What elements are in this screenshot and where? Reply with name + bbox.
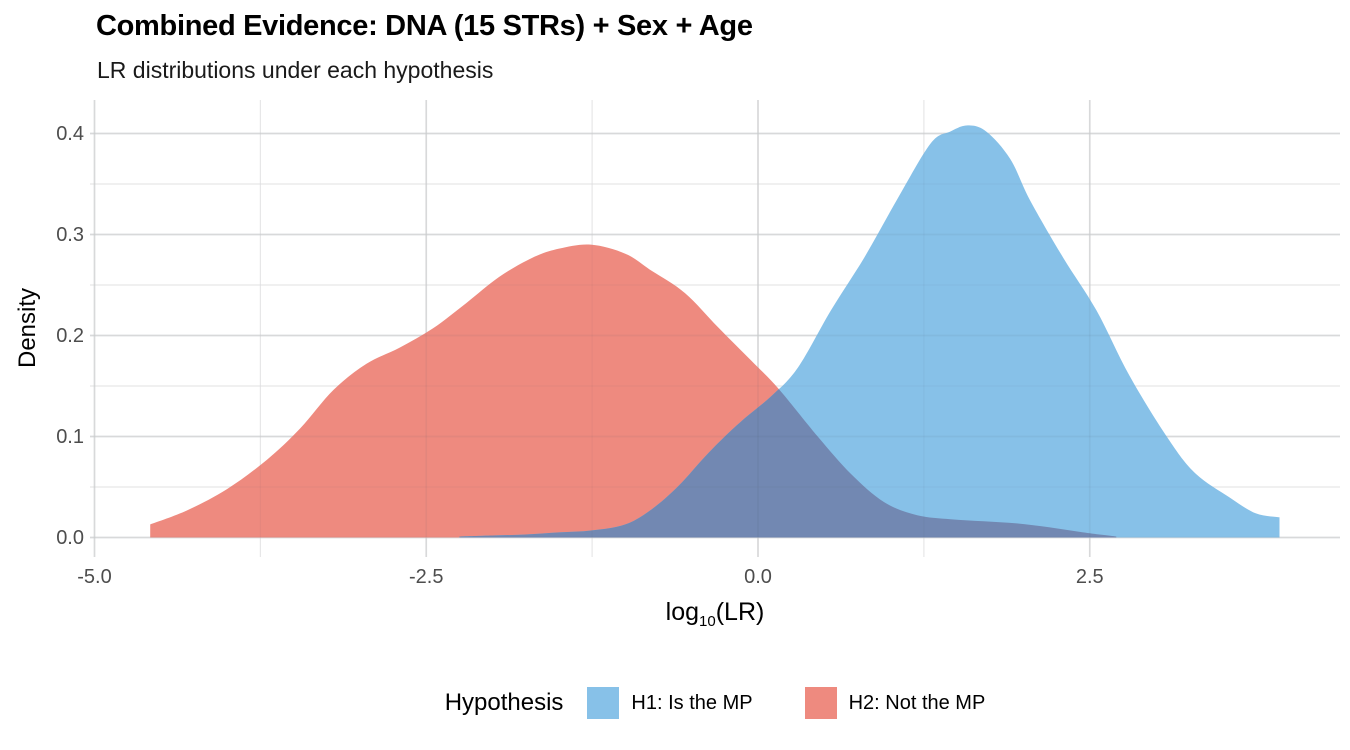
legend-label-h1: H1: Is the MP [631,691,753,714]
h2-density-area [150,244,1117,538]
x-tick-label: -2.5 [409,566,444,588]
legend-title: Hypothesis [444,689,564,716]
x-tick-label: 2.5 [1075,566,1104,588]
gridlines [90,100,1340,557]
chart-subtitle: LR distributions under each hypothesis [97,57,494,83]
x-tick-label: 0.0 [744,566,772,588]
legend-item-h1: H1: Is the MP [587,687,753,719]
x-axis-title: log10(LR) [90,598,1340,630]
chart-title: Combined Evidence: DNA (15 STRs) + Sex +… [96,10,753,42]
legend-label-h2: H2: Not the MP [848,691,986,714]
h1-swatch-icon [587,687,620,719]
y-tick-label: 0.0 [56,526,84,549]
y-tick-label: 0.1 [56,425,84,448]
y-tick-label: 0.3 [56,223,84,246]
plot-panel [90,100,1340,557]
y-tick-label: 0.2 [56,324,84,347]
x-axis-title-suffix: (LR) [715,598,765,626]
legend-item-h2: H2: Not the MP [804,687,986,719]
x-tick-label: -5.0 [77,566,112,588]
h2-swatch-icon [804,687,837,719]
h1-density-area [459,125,1280,538]
y-tick-label: 0.4 [56,122,84,145]
x-axis-title-prefix: log [665,598,700,626]
x-axis-title-subscript: 10 [699,613,716,630]
legend: Hypothesis H1: Is the MP H2: Not the MP [90,676,1340,730]
